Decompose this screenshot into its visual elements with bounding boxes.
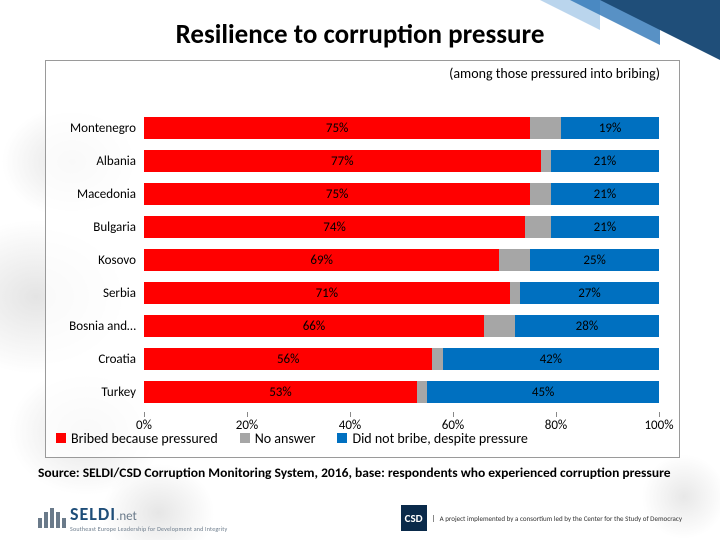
category-label: Albania bbox=[42, 146, 136, 176]
bar-row: Bosnia and…66%28% bbox=[144, 311, 659, 341]
bar-row: Turkey53%45% bbox=[144, 377, 659, 407]
bar-value-label: 42% bbox=[443, 344, 659, 374]
category-label: Turkey bbox=[42, 377, 136, 407]
legend-label: No answer bbox=[255, 430, 316, 447]
bar-row: Croatia56%42% bbox=[144, 344, 659, 374]
bar-value-label: 45% bbox=[427, 377, 659, 407]
csd-square-icon: CSD bbox=[401, 505, 427, 531]
category-label: Bosnia and… bbox=[42, 311, 136, 341]
bar-segment bbox=[530, 117, 561, 139]
bar-value-label: 75% bbox=[144, 179, 530, 209]
legend-item: No answer bbox=[240, 430, 316, 447]
bar-value-label: 21% bbox=[551, 146, 659, 176]
category-label: Serbia bbox=[42, 278, 136, 308]
axis-tick bbox=[659, 412, 660, 417]
legend-item: Did not bribe, despite pressure bbox=[337, 430, 527, 447]
category-label: Kosovo bbox=[42, 245, 136, 275]
bar-value-label: 74% bbox=[144, 212, 525, 242]
bar-segment bbox=[417, 381, 427, 403]
bar-segment bbox=[484, 315, 515, 337]
bar-value-label: 53% bbox=[144, 377, 417, 407]
category-label: Croatia bbox=[42, 344, 136, 374]
bar-segment bbox=[530, 183, 551, 205]
bar-value-label: 19% bbox=[561, 113, 659, 143]
seldi-sub: Southeast Europe Leadership for Developm… bbox=[70, 525, 227, 533]
monument-icon bbox=[38, 508, 66, 528]
bar-segment bbox=[510, 282, 520, 304]
category-label: Macedonia bbox=[42, 179, 136, 209]
bar-row: Montenegro75%19% bbox=[144, 113, 659, 143]
bar-value-label: 28% bbox=[515, 311, 659, 341]
legend-label: Bribed because pressured bbox=[71, 430, 218, 447]
bar-value-label: 77% bbox=[144, 146, 541, 176]
bar-row: Serbia71%27% bbox=[144, 278, 659, 308]
bar-value-label: 25% bbox=[530, 245, 659, 275]
bar-value-label: 69% bbox=[144, 245, 499, 275]
bar-value-label: 56% bbox=[144, 344, 432, 374]
bar-value-label: 21% bbox=[551, 179, 659, 209]
bar-value-label: 21% bbox=[551, 212, 659, 242]
axis-tick bbox=[144, 412, 145, 417]
x-axis: 0%20%40%60%80%100% bbox=[144, 412, 659, 413]
seldi-text: SELDI bbox=[70, 503, 116, 525]
source-text: Source: SELDI/CSD Corruption Monitoring … bbox=[38, 465, 678, 482]
bar-segment bbox=[541, 150, 551, 172]
legend-item: Bribed because pressured bbox=[56, 430, 218, 447]
csd-logo: CSD A project implemented by a consortiu… bbox=[401, 505, 682, 531]
bar-value-label: 75% bbox=[144, 113, 530, 143]
bar-value-label: 71% bbox=[144, 278, 510, 308]
bar-value-label: 27% bbox=[520, 278, 659, 308]
bar-row: Kosovo69%25% bbox=[144, 245, 659, 275]
axis-tick bbox=[556, 412, 557, 417]
subtitle: (among those pressured into bribing) bbox=[449, 65, 660, 82]
csd-tagline: A project implemented by a consortium le… bbox=[433, 515, 682, 522]
seldi-logo: SELDI.net Southeast Europe Leadership fo… bbox=[38, 503, 227, 533]
bar-segment bbox=[432, 348, 442, 370]
chart-frame: 0%20%40%60%80%100% Montenegro 75% 19% Alban… bbox=[45, 60, 680, 458]
footer: SELDI.net Southeast Europe Leadership fo… bbox=[38, 502, 682, 534]
legend-swatch-icon bbox=[56, 433, 66, 443]
legend-swatch-icon bbox=[337, 433, 347, 443]
bar-row: Macedonia75%21% bbox=[144, 179, 659, 209]
seldi-suffix: .net bbox=[116, 509, 137, 524]
chart-plot-area: 0%20%40%60%80%100% Montenegro75%19%Alban… bbox=[144, 113, 659, 409]
bar-segment bbox=[499, 249, 530, 271]
legend: Bribed because pressured No answer Did not… bbox=[56, 427, 671, 449]
axis-tick bbox=[453, 412, 454, 417]
axis-tick bbox=[350, 412, 351, 417]
bar-value-label: 66% bbox=[144, 311, 484, 341]
bar-row: Bulgaria74%21% bbox=[144, 212, 659, 242]
bar-row: Albania77%21% bbox=[144, 146, 659, 176]
legend-label: Did not bribe, despite pressure bbox=[352, 430, 527, 447]
legend-swatch-icon bbox=[240, 433, 250, 443]
bar-segment bbox=[525, 216, 551, 238]
category-label: Bulgaria bbox=[42, 212, 136, 242]
page-title: Resilience to corruption pressure bbox=[0, 18, 720, 51]
category-label: Montenegro bbox=[42, 113, 136, 143]
axis-tick bbox=[247, 412, 248, 417]
